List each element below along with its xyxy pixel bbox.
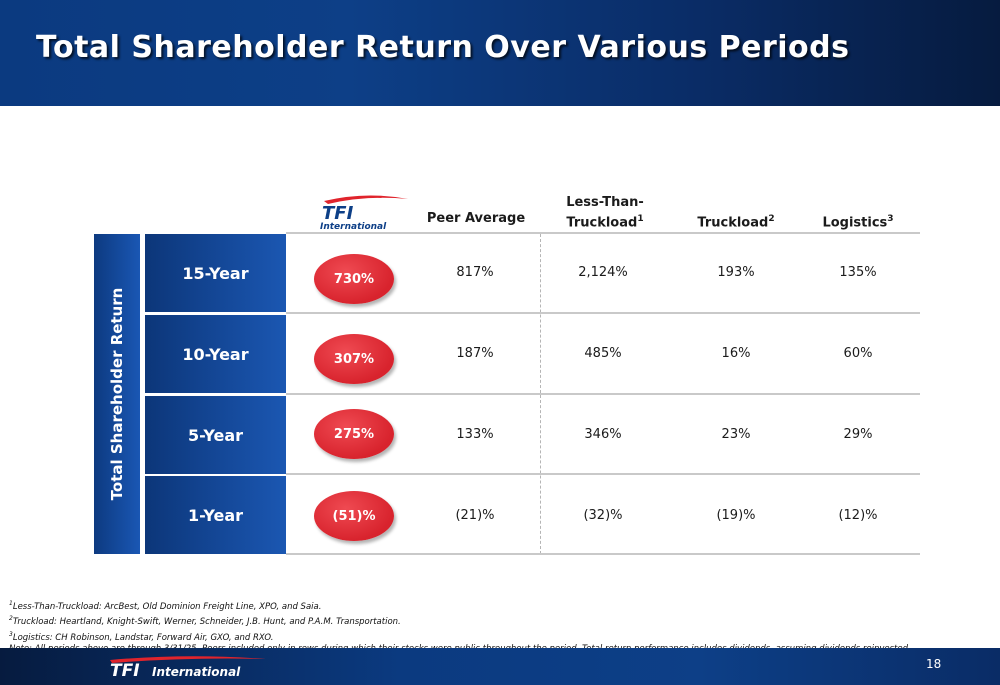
- header-banner: [0, 0, 1000, 106]
- ltl-value-1-year: (32)%: [583, 508, 623, 523]
- col-peer-average: Peer Average: [426, 211, 526, 226]
- svg-text:International: International: [320, 222, 387, 231]
- footer-banner: [0, 648, 1000, 685]
- logistics-value-10-year: 60%: [843, 346, 873, 361]
- logistics-value-5-year: 29%: [843, 427, 873, 442]
- col-less-than-truckload: Less-Than- Truckload1: [545, 195, 665, 231]
- side-label: Total Shareholder Return: [108, 287, 126, 501]
- row-label-1-year: 1-Year: [145, 476, 286, 554]
- svg-text:International: International: [152, 665, 241, 678]
- row-label-15-year: 15-Year: [145, 234, 286, 312]
- svg-text:TFI: TFI: [110, 661, 140, 678]
- row-divider: [286, 312, 920, 314]
- footnote-2: 2Truckload: Heartland, Knight-Swift, Wer…: [9, 615, 401, 628]
- col-truckload: Truckload2: [697, 214, 775, 231]
- tfi-value-1-year: (51)%: [314, 491, 394, 541]
- tfi-value-15-year: 730%: [314, 254, 394, 304]
- footnotes: 1Less-Than-Truckload: ArcBest, Old Domin…: [9, 598, 994, 655]
- truckload-value-1-year: (19)%: [716, 508, 756, 523]
- col-ltl-line1: Less-Than-: [566, 195, 644, 210]
- ltl-value-5-year: 346%: [584, 427, 622, 442]
- ltl-value-10-year: 485%: [584, 346, 622, 361]
- table-top-line: [286, 232, 920, 234]
- col-ltl-line2: Truckload1: [566, 214, 644, 231]
- side-label-panel: [94, 234, 140, 554]
- page-title: Total Shareholder Return Over Various Pe…: [36, 30, 850, 65]
- tfi-footer-logo: TFI International: [110, 656, 266, 678]
- row-divider: [286, 473, 920, 475]
- svg-text:TFI: TFI: [322, 203, 354, 224]
- tfi-value-10-year: 307%: [314, 334, 394, 384]
- peer-value-5-year: 133%: [456, 427, 494, 442]
- logistics-value-15-year: 135%: [839, 265, 877, 280]
- truckload-value-10-year: 16%: [721, 346, 751, 361]
- table-bottom-line: [286, 553, 920, 555]
- footnote-3: 3Logistics: CH Robinson, Landstar, Forwa…: [9, 630, 274, 643]
- truckload-value-5-year: 23%: [721, 427, 751, 442]
- col-logistics: Logistics3: [822, 214, 894, 231]
- row-label-10-year: 10-Year: [145, 315, 286, 393]
- peer-value-1-year: (21)%: [455, 508, 495, 523]
- ltl-value-15-year: 2,124%: [578, 265, 628, 280]
- logistics-value-1-year: (12)%: [838, 508, 878, 523]
- peer-value-10-year: 187%: [456, 346, 494, 361]
- peer-value-15-year: 817%: [456, 265, 494, 280]
- truckload-value-15-year: 193%: [717, 265, 755, 280]
- footnote-1: 1Less-Than-Truckload: ArcBest, Old Domin…: [9, 600, 322, 612]
- row-divider: [286, 393, 920, 395]
- page-number: 18: [926, 657, 942, 671]
- tfi-logo: TFI International: [320, 195, 408, 231]
- tfi-value-5-year: 275%: [314, 409, 394, 459]
- row-label-5-year: 5-Year: [145, 396, 286, 474]
